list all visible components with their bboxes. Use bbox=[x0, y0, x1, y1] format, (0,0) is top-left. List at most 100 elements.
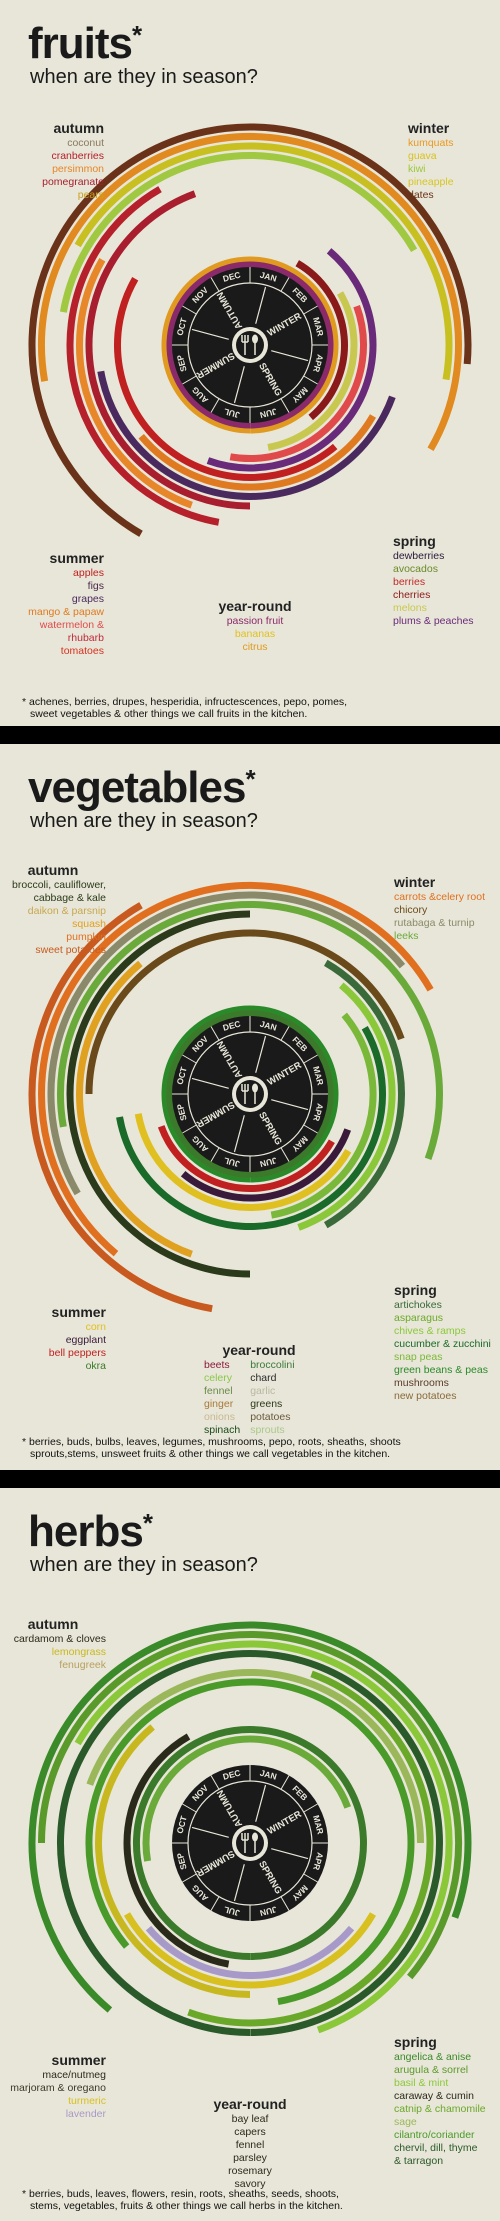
season-item: cherries bbox=[393, 589, 431, 601]
season-ring bbox=[76, 258, 193, 509]
herbs-yearround-group: year-round bay leaf capers fennel parsley ro… bbox=[205, 2096, 295, 2191]
season-ring bbox=[323, 959, 405, 1229]
group-title: autumn bbox=[27, 862, 79, 878]
season-item: okra bbox=[85, 1360, 106, 1372]
season-item: sprouts bbox=[250, 1424, 285, 1436]
season-item: potatoes bbox=[250, 1411, 291, 1423]
herbs-subtitle: when are they in season? bbox=[30, 1554, 258, 1576]
season-item: ginger bbox=[204, 1398, 234, 1410]
season-item: angelica & anise bbox=[394, 2051, 472, 2063]
season-divider bbox=[255, 286, 267, 324]
season-ring bbox=[28, 1621, 472, 2013]
month-label: JUL bbox=[223, 406, 241, 420]
group-title: year-round bbox=[213, 2096, 287, 2112]
season-ring bbox=[66, 910, 251, 1278]
season-ring bbox=[74, 1640, 453, 2034]
season-item: marjoram & oregano bbox=[10, 2082, 106, 2094]
vegetables-title: vegetables* bbox=[28, 763, 256, 812]
group-title: spring bbox=[393, 533, 436, 549]
season-ring bbox=[86, 1669, 424, 1844]
season-divider bbox=[233, 1864, 245, 1902]
season-item: savory bbox=[234, 2178, 266, 2190]
season-ring bbox=[85, 190, 251, 510]
month-label: APR bbox=[311, 1851, 325, 1871]
footnote-line: * berries, buds, leaves, flowers, resin,… bbox=[22, 2188, 339, 2200]
season-item: plums & peaches bbox=[393, 615, 474, 627]
season-divider bbox=[191, 1077, 229, 1089]
season-divider bbox=[255, 1784, 267, 1822]
season-item: avocados bbox=[393, 563, 438, 575]
season-item: basil & mint bbox=[394, 2077, 449, 2089]
season-ring bbox=[142, 1735, 352, 1862]
season-ring bbox=[57, 901, 443, 1161]
season-item: pomegranate bbox=[42, 176, 104, 188]
season-ring bbox=[180, 1128, 352, 1202]
season-item: turmeric bbox=[68, 2095, 106, 2107]
season-item: sweet potatoes bbox=[35, 944, 106, 956]
fork-icon bbox=[241, 1833, 249, 1853]
season-item: cucumber & zucchini bbox=[394, 1338, 491, 1350]
season-divider bbox=[191, 328, 229, 340]
season-item: melons bbox=[393, 602, 427, 614]
group-title: spring bbox=[394, 2034, 437, 2050]
season-item: greens bbox=[250, 1398, 283, 1410]
season-ring bbox=[267, 291, 358, 451]
vegetables-winter-group: winter carrots &celery root chicory rutaba… bbox=[394, 875, 500, 943]
season-ring bbox=[123, 1912, 377, 1989]
season-item: chervil, dill, thyme bbox=[394, 2142, 478, 2154]
season-item: corn bbox=[85, 1321, 106, 1333]
season-item: cranberries bbox=[51, 150, 104, 162]
vegetables-season-wheel: DEC JANFEBMARAPRMAYJUNJULAUGSEPOCTNOVWINT… bbox=[28, 882, 443, 1313]
season-ring bbox=[85, 929, 405, 1095]
season-item: chard bbox=[250, 1372, 277, 1384]
vegetables-footnote: * berries, buds, bulbs, leaves, legumes,… bbox=[22, 1436, 401, 1460]
season-ring bbox=[166, 261, 334, 429]
season-item: mace/nutmeg bbox=[42, 2069, 106, 2081]
season-ring bbox=[295, 260, 348, 421]
month-label: DEC bbox=[222, 270, 242, 284]
season-item: parsley bbox=[233, 2152, 267, 2164]
month-label: JAN bbox=[259, 1019, 278, 1033]
season-item: leeks bbox=[394, 930, 419, 942]
season-ring bbox=[206, 248, 377, 472]
season-item: pineapple bbox=[408, 176, 454, 188]
season-ring bbox=[161, 256, 339, 434]
season-item: kumquats bbox=[408, 137, 454, 149]
season-ring bbox=[123, 1733, 230, 1968]
season-item: coconut bbox=[67, 137, 104, 149]
season-item: mushrooms bbox=[394, 1377, 449, 1389]
season-item: celery bbox=[204, 1372, 233, 1384]
fork-icon bbox=[241, 335, 249, 355]
group-title: summer bbox=[51, 2052, 106, 2068]
season-item: eggplant bbox=[65, 1334, 106, 1346]
season-item: bananas bbox=[234, 628, 276, 640]
season-ring bbox=[74, 142, 453, 381]
footnote-line: stems, vegetables, fruits & other things… bbox=[30, 2200, 343, 2212]
season-item: squash bbox=[72, 918, 106, 930]
season-item: apples bbox=[73, 567, 104, 579]
season-item: berries bbox=[393, 576, 426, 588]
season-item: broccoli, cauliflower, bbox=[12, 879, 106, 891]
season-item: cabbage & kale bbox=[33, 892, 106, 904]
season-item: snap peas bbox=[394, 1351, 443, 1363]
season-item: mango & papaw bbox=[28, 606, 104, 618]
month-label: JUN bbox=[259, 406, 278, 420]
season-item: green beans & peas bbox=[394, 1364, 488, 1376]
fruits-autumn-group: autumn coconut cranberries persimmon pomegr… bbox=[20, 121, 104, 202]
herbs-title: herbs* bbox=[28, 1507, 153, 1556]
season-item: persimmon bbox=[52, 163, 104, 175]
season-item: pears bbox=[77, 189, 104, 201]
season-ring bbox=[97, 370, 396, 500]
month-label: SEP bbox=[175, 1851, 189, 1870]
season-item: lavender bbox=[65, 2108, 106, 2120]
season-item: guava bbox=[408, 150, 437, 162]
season-item: bay leaf bbox=[231, 2113, 269, 2125]
season-ring bbox=[134, 1113, 352, 1211]
month-label: MAR bbox=[311, 316, 326, 337]
season-item: rhubarb bbox=[67, 632, 104, 644]
season-item: garlic bbox=[250, 1385, 276, 1397]
season-item: caraway & cumin bbox=[394, 2090, 474, 2102]
season-divider bbox=[255, 1035, 267, 1073]
month-label: JUN bbox=[259, 1155, 278, 1169]
group-title: year-round bbox=[218, 598, 292, 614]
